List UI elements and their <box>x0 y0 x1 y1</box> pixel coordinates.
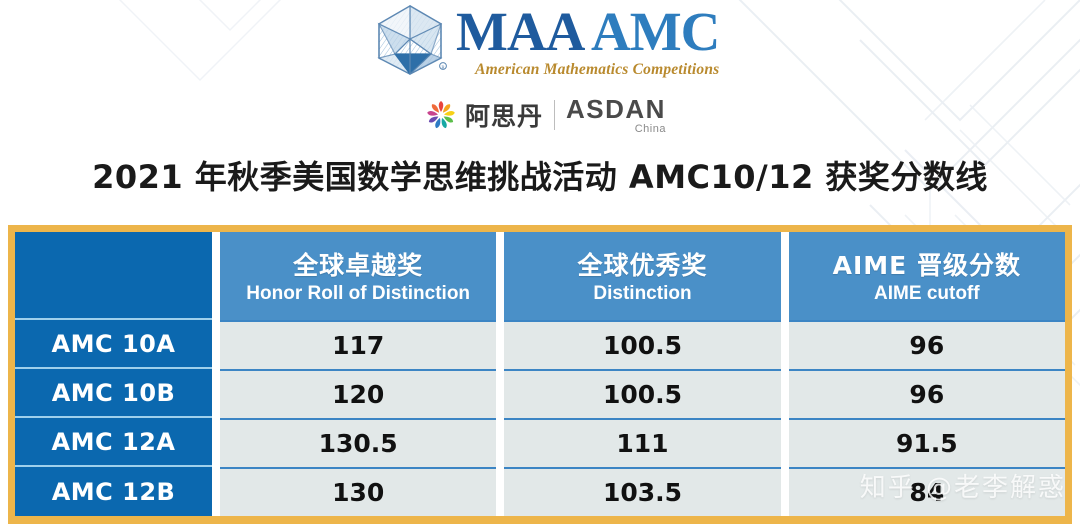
maa-tagline: American Mathematics Competitions <box>475 61 720 78</box>
cell-aime-cutoff: 96 <box>788 369 1065 418</box>
table-row: AMC 12A 130.5 111 91.5 <box>15 418 1065 467</box>
column-gap <box>496 232 505 320</box>
pinwheel-icon <box>427 101 455 129</box>
maa-amc-logo: R MAA AMC American Mathematics Competiti… <box>372 1 720 79</box>
column-gap <box>496 418 505 467</box>
cell-honor-roll: 130 <box>220 467 497 516</box>
header-cell-honor-roll: 全球卓越奖 Honor Roll of Distinction <box>220 232 497 320</box>
asdan-logo: 阿思丹 ASDAN China <box>424 95 666 135</box>
header-cn: AIME 晋级分数 <box>832 250 1021 280</box>
svg-text:R: R <box>441 66 445 71</box>
score-cutoff-table: 全球卓越奖 Honor Roll of Distinction 全球优秀奖 Di… <box>8 225 1072 524</box>
header-en: Honor Roll of Distinction <box>246 282 471 304</box>
column-gap <box>780 418 789 467</box>
header-cell-distinction: 全球优秀奖 Distinction <box>504 232 781 320</box>
amc-word: AMC <box>591 1 720 62</box>
cell-aime-cutoff: 91.5 <box>788 418 1065 467</box>
logo-header: R MAA AMC American Mathematics Competiti… <box>0 0 1080 142</box>
column-gap <box>496 467 505 516</box>
page-title: 2021 年秋季美国数学思维挑战活动 AMC10/12 获奖分数线 <box>92 158 988 196</box>
row-label: AMC 10B <box>15 369 212 418</box>
table-row: AMC 10B 120 100.5 96 <box>15 369 1065 418</box>
column-gap <box>780 369 789 418</box>
column-gap <box>780 467 789 516</box>
asdan-name-cn: 阿思丹 <box>465 102 544 131</box>
column-gap <box>212 467 220 516</box>
cell-honor-roll: 120 <box>220 369 497 418</box>
column-gap <box>212 418 220 467</box>
table-row: AMC 10A 117 100.5 96 <box>15 320 1065 369</box>
header-en: Distinction <box>593 282 692 304</box>
cell-distinction: 100.5 <box>504 369 781 418</box>
logo-divider <box>554 100 556 130</box>
cell-aime-cutoff: 84 <box>788 467 1065 516</box>
cell-distinction: 111 <box>504 418 781 467</box>
maa-amc-wordmark: MAA AMC <box>456 1 720 62</box>
header-cn: 全球优秀奖 <box>577 250 708 280</box>
row-label: AMC 12B <box>15 467 212 516</box>
cell-distinction: 103.5 <box>504 467 781 516</box>
maa-word: MAA <box>456 1 582 62</box>
asdan-name-en: ASDAN <box>566 93 666 124</box>
header-cn: 全球卓越奖 <box>293 250 424 280</box>
asdan-region: China <box>634 122 666 135</box>
column-gap <box>780 232 789 320</box>
cell-honor-roll: 130.5 <box>220 418 497 467</box>
cell-aime-cutoff: 96 <box>788 320 1065 369</box>
column-gap <box>496 320 505 369</box>
table-row: AMC 12B 130 103.5 84 <box>15 467 1065 516</box>
column-gap <box>212 369 220 418</box>
row-label: AMC 12A <box>15 418 212 467</box>
column-gap <box>496 369 505 418</box>
icosahedron-icon: R <box>377 4 447 75</box>
table-header-row: 全球卓越奖 Honor Roll of Distinction 全球优秀奖 Di… <box>15 232 1065 320</box>
row-label: AMC 10A <box>15 320 212 369</box>
column-gap <box>212 320 220 369</box>
header-cell-blank <box>15 232 212 320</box>
header-cell-aime-cutoff: AIME 晋级分数 AIME cutoff <box>788 232 1065 320</box>
header-en: AIME cutoff <box>874 282 980 304</box>
cell-distinction: 100.5 <box>504 320 781 369</box>
column-gap <box>212 232 220 320</box>
cell-honor-roll: 117 <box>220 320 497 369</box>
column-gap <box>780 320 789 369</box>
